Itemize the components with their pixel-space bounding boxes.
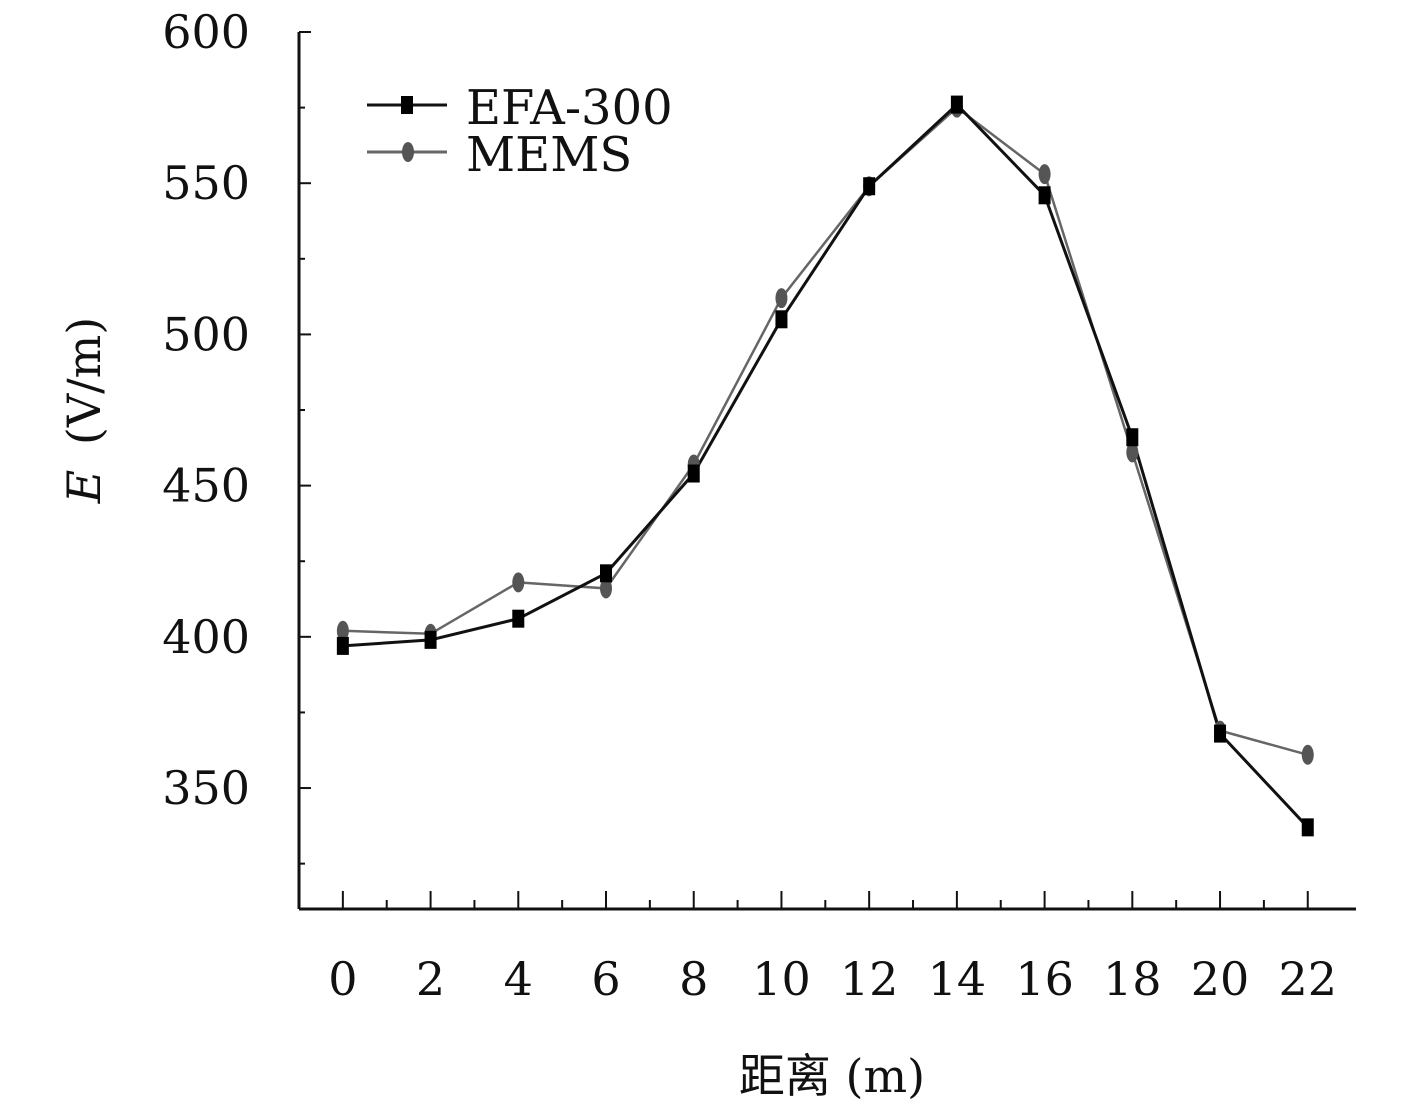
x-tick-label: 0	[328, 952, 357, 1006]
data-point-mems	[1126, 442, 1139, 463]
legend-marker-efa300	[401, 96, 413, 114]
data-point-efa300	[950, 95, 963, 114]
data-point-efa300	[424, 630, 437, 649]
y-tick-label: 450	[162, 459, 250, 513]
x-tick-label: 12	[840, 952, 899, 1006]
x-tick-label: 14	[928, 952, 987, 1006]
x-tick-label: 6	[591, 952, 620, 1006]
y-tick-label: 500	[162, 307, 250, 361]
data-point-efa300	[336, 636, 349, 655]
data-point-efa300	[600, 564, 613, 583]
data-point-mems	[600, 578, 613, 599]
x-tick-label: 18	[1103, 952, 1162, 1006]
x-tick-label: 16	[1015, 952, 1074, 1006]
legend: EFA-300 MEMS	[367, 80, 673, 183]
x-tick-label: 4	[504, 952, 533, 1006]
data-point-efa300	[1214, 724, 1227, 743]
x-tick-label: 22	[1278, 952, 1337, 1006]
y-ticks: 350 400 450 500 550 600	[162, 5, 311, 865]
y-tick-label: 400	[162, 610, 250, 664]
data-point-mems	[336, 620, 349, 641]
data-point-mems	[1301, 744, 1314, 765]
y-axis-title-variable: E	[57, 470, 111, 505]
y-tick-label: 600	[162, 5, 250, 59]
series-layer	[336, 95, 1314, 837]
y-axis-title: E (V/m)	[57, 317, 111, 504]
x-ticks: 0 2 4 6 8 10 12 14 16 18 20 22	[328, 891, 1337, 1006]
data-point-efa300	[775, 310, 788, 329]
data-point-efa300	[1301, 818, 1314, 837]
x-tick-label: 8	[679, 952, 708, 1006]
data-point-efa300	[863, 177, 876, 196]
y-tick-label: 350	[162, 761, 250, 815]
data-point-mems	[775, 288, 788, 309]
x-tick-label: 20	[1191, 952, 1250, 1006]
data-point-efa300	[1126, 428, 1139, 447]
data-point-efa300	[687, 464, 700, 483]
x-tick-label: 10	[752, 952, 811, 1006]
data-point-efa300	[1038, 186, 1051, 205]
series-line-efa300	[342, 102, 1309, 829]
data-point-efa300	[512, 609, 525, 628]
series-line-mems	[342, 105, 1309, 757]
x-tick-label: 2	[416, 952, 445, 1006]
data-point-mems	[512, 572, 525, 593]
y-tick-label: 550	[162, 156, 250, 210]
legend-marker-mems	[402, 142, 414, 162]
legend-label-mems: MEMS	[466, 127, 632, 183]
x-axis-title: 距离 (m)	[739, 1049, 925, 1103]
legend-label-efa300: EFA-300	[466, 80, 673, 136]
axes	[297, 32, 1356, 911]
y-axis-title-unit: (V/m)	[57, 317, 111, 445]
data-point-mems	[1038, 164, 1051, 185]
